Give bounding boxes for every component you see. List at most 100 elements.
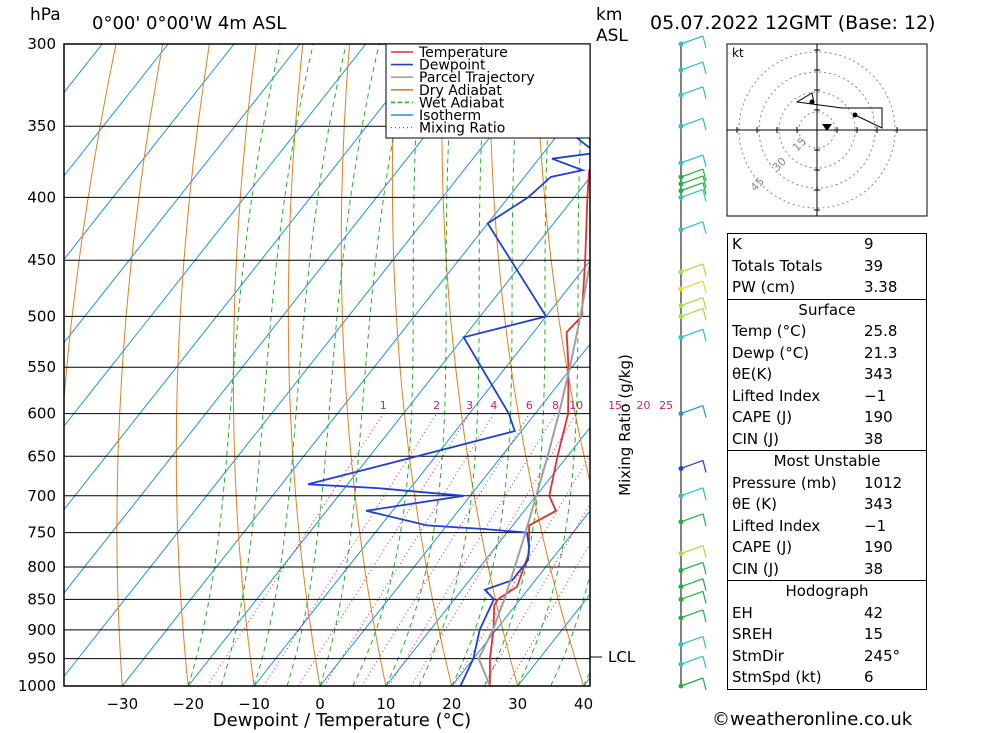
isotherm-line: [64, 44, 433, 511]
pressure-tick-label: 900: [27, 621, 56, 639]
stat-label: CAPE (J): [732, 538, 793, 556]
wind-level-dot: [678, 181, 684, 187]
isotherm-line: [64, 44, 499, 594]
wind-barb-flag: [702, 405, 707, 418]
wind-barb-flag: [702, 221, 707, 234]
isotherm-line: [451, 510, 590, 686]
stat-label: Lifted Index: [732, 516, 821, 535]
legend-label: Dewpoint: [419, 58, 486, 74]
wind-barb-flag: [702, 263, 707, 277]
wind-barb: [680, 182, 704, 192]
wind-level-dot: [678, 188, 684, 194]
pressure-tick-label: 1000: [18, 677, 56, 695]
x-tick-label: 10: [376, 695, 395, 713]
stats-panel: K 9 Totals Totals 39 PW (cm) 3.38 Surface Tem…: [727, 233, 927, 690]
pressure-tick-label: 700: [27, 487, 56, 505]
wet-adiabat-line: [484, 44, 555, 686]
stat-row: CIN (J) 38: [728, 559, 926, 581]
stat-label: Pressure (mb): [732, 473, 837, 492]
wind-level-dot: [678, 313, 684, 319]
wet-adiabat-line: [187, 44, 281, 686]
wind-barb: [680, 35, 704, 45]
wet-adiabat-line: [253, 44, 347, 686]
wind-barb-flag: [702, 61, 707, 75]
wind-barb: [680, 578, 704, 588]
isotherm-line: [64, 44, 169, 177]
wind-level-dot: [678, 123, 684, 129]
stat-row: Dewp (°C) 21.3: [728, 343, 926, 365]
stat-label: Totals Totals: [732, 256, 823, 275]
stat-row: Temp (°C) 25.8: [728, 321, 926, 343]
wind-level-dot: [678, 641, 684, 647]
wind-barb-flag: [702, 677, 707, 691]
pressure-tick-label: 950: [27, 650, 56, 668]
mixing-ratio-line: [388, 413, 556, 686]
stat-value: 42: [864, 603, 884, 622]
x-tick-label: 30: [508, 695, 527, 713]
stat-label: EH: [732, 603, 753, 622]
wind-barb: [680, 61, 704, 71]
isotherm-line: [64, 44, 301, 344]
hodograph-stats-table: Hodograph EH 42 SREH 15 StmDir 245° StmSpd (kt…: [727, 580, 927, 690]
stat-row: SREH 15: [728, 624, 926, 646]
isotherm-line: [121, 93, 590, 686]
mixing-ratio-line: [297, 413, 471, 686]
isotherm-line: [253, 260, 590, 686]
wind-level-dot: [678, 551, 684, 557]
mixing-ratio-label: 8: [552, 399, 559, 412]
wet-adiabat-line: [220, 44, 314, 686]
wind-barb-flag: [702, 154, 707, 168]
legend-label: Parcel Trajectory: [419, 70, 535, 86]
x-tick-label: 20: [442, 695, 461, 713]
dry-adiabat-line: [957, 44, 1000, 686]
stat-label: CIN (J): [732, 429, 780, 448]
wind-level-dot: [678, 683, 684, 689]
isotherm-line: [385, 426, 590, 686]
isotherm-line: [64, 44, 564, 678]
hodograph-point: [809, 99, 815, 105]
stat-label: CAPE (J): [732, 408, 793, 426]
wind-barb: [680, 609, 704, 619]
stat-label: Lifted Index: [732, 386, 821, 405]
mixing-ratio-line: [323, 413, 495, 686]
wind-level-dot: [678, 615, 684, 621]
wet-adiabat-line: [286, 44, 380, 686]
stat-row: PW (cm) 3.38: [728, 277, 926, 299]
stat-value: 3.38: [864, 278, 898, 296]
wind-barb-flag: [702, 189, 707, 202]
wind-barb-flag: [702, 35, 707, 49]
wind-barb: [680, 513, 704, 523]
most-unstable-title: Most Unstable: [773, 452, 881, 470]
wind-barb: [680, 655, 704, 665]
stat-value: 25.8: [864, 322, 898, 340]
pressure-tick-label: 350: [27, 117, 56, 135]
stat-row: EH 42: [728, 603, 926, 625]
x-tick-label: 40: [574, 695, 593, 713]
legend-label: Isotherm: [419, 108, 481, 124]
stat-row: CIN (J) 38: [728, 429, 926, 451]
wind-barb-flag: [702, 545, 707, 558]
wind-barb-flag: [702, 460, 707, 473]
wind-level-dot: [678, 519, 684, 525]
wind-level-dot: [678, 465, 684, 471]
hodograph-trace: [795, 92, 883, 129]
wind-barb: [680, 677, 704, 687]
wind-level-dot: [678, 661, 684, 667]
dry-adiabat-line: [116, 44, 164, 686]
lcl-label: LCL: [608, 648, 636, 666]
wind-level-dot: [678, 596, 684, 602]
plot-frame: [63, 43, 591, 687]
wind-barb: [680, 405, 704, 415]
stat-value: 190: [864, 538, 893, 556]
wet-adiabat-line: [550, 571, 590, 686]
copyright-footer[interactable]: ©weatheronline.co.uk: [712, 709, 913, 730]
legend-label: Dry Adiabat: [419, 83, 502, 99]
hodograph-point: [852, 112, 858, 118]
stat-label: SREH: [732, 625, 773, 643]
wind-barb: [680, 590, 704, 600]
wind-barb: [680, 175, 704, 185]
dry-adiabat-line: [287, 44, 321, 686]
stat-value: 38: [864, 559, 884, 578]
